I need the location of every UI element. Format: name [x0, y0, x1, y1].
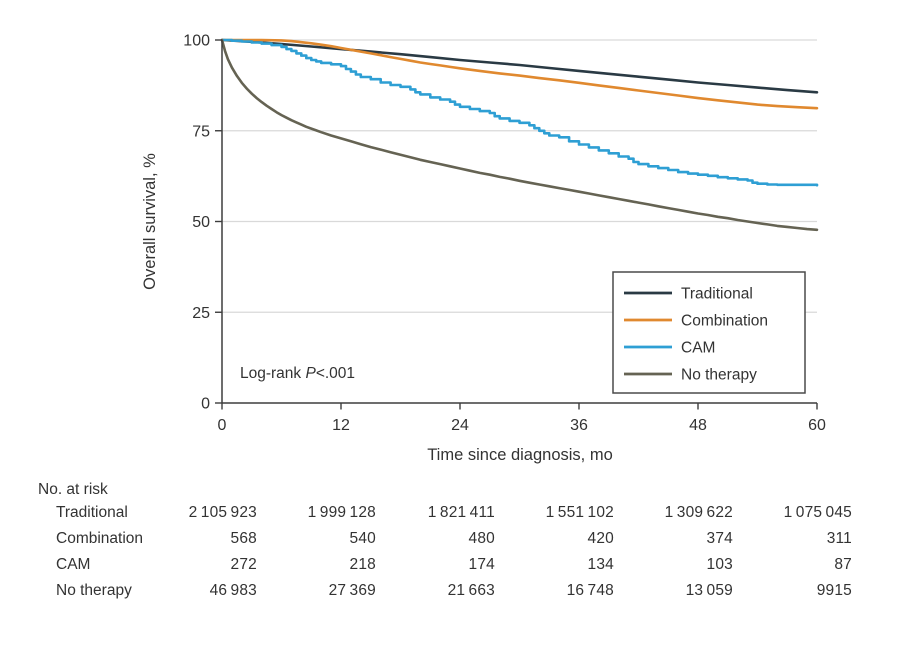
risk-value: 103 [706, 556, 733, 573]
risk-value: 374 [706, 530, 733, 547]
risk-row-label-traditional: Traditional [56, 504, 128, 521]
risk-value: 16 748 [566, 582, 614, 599]
x-tick-label-24: 24 [451, 417, 469, 434]
risk-value: 21 663 [447, 582, 495, 599]
risk-value: 13 059 [685, 582, 733, 599]
legend-label-combination: Combination [681, 313, 768, 330]
risk-value: 87 [834, 556, 852, 573]
legend-label-traditional: Traditional [681, 286, 753, 303]
x-tick-label-0: 0 [218, 417, 227, 434]
risk-value: 568 [230, 530, 257, 547]
risk-value: 1 309 622 [664, 504, 733, 521]
risk-value: 1 821 411 [427, 504, 495, 521]
risk-row-label-no-therapy: No therapy [56, 582, 132, 599]
risk-value: 27 369 [328, 582, 376, 599]
y-tick-label-0: 0 [201, 396, 210, 413]
y-tick-label-50: 50 [192, 214, 210, 231]
number-at-risk-table: No. at risk Traditional 2 105 923 1 999 12… [0, 0, 900, 599]
x-tick-label-12: 12 [332, 417, 350, 434]
x-tick-label-60: 60 [808, 417, 826, 434]
logrank-annotation: Log-rank P<.001 [240, 365, 355, 382]
risk-value: 311 [826, 530, 852, 547]
curve-traditional [220, 38, 819, 94]
legend-label-cam: CAM [681, 340, 715, 357]
legend-label-no-therapy: No therapy [681, 367, 757, 384]
tick-labels: 0 25 50 75 100 0 12 24 36 48 60 [183, 33, 826, 435]
risk-value: 540 [349, 530, 376, 547]
curve-no-therapy [220, 38, 819, 232]
legend: Traditional Combination CAM No therapy [612, 271, 806, 394]
risk-value: 2 105 923 [188, 504, 257, 521]
x-tick-label-48: 48 [689, 417, 707, 434]
risk-value: 174 [468, 556, 495, 573]
x-axis-title: Time since diagnosis, mo [427, 446, 613, 464]
risk-value: 46 983 [209, 582, 257, 599]
axes [215, 39, 818, 410]
survival-chart: 0 25 50 75 100 0 12 24 36 48 60 Overall survival, … [141, 33, 826, 465]
risk-table-title: No. at risk [38, 481, 108, 498]
y-tick-label-25: 25 [192, 305, 210, 322]
risk-value: 1 999 128 [307, 504, 376, 521]
risk-value: 1 551 102 [545, 504, 614, 521]
x-tick-label-36: 36 [570, 417, 588, 434]
risk-row-label-cam: CAM [56, 556, 91, 573]
y-tick-label-100: 100 [183, 33, 210, 50]
risk-value: 1 075 045 [783, 504, 852, 521]
curve-combination [220, 38, 819, 110]
y-tick-label-75: 75 [192, 123, 210, 140]
risk-row-label-combination: Combination [56, 530, 144, 547]
survival-curves [220, 38, 819, 232]
risk-value: 272 [230, 556, 257, 573]
risk-value: 134 [587, 556, 614, 573]
risk-value: 420 [587, 530, 614, 547]
y-axis-title: Overall survival, % [141, 153, 159, 290]
curve-cam [220, 38, 819, 187]
risk-value: 218 [349, 556, 376, 573]
risk-value: 9915 [816, 582, 852, 599]
risk-value: 480 [468, 530, 495, 547]
